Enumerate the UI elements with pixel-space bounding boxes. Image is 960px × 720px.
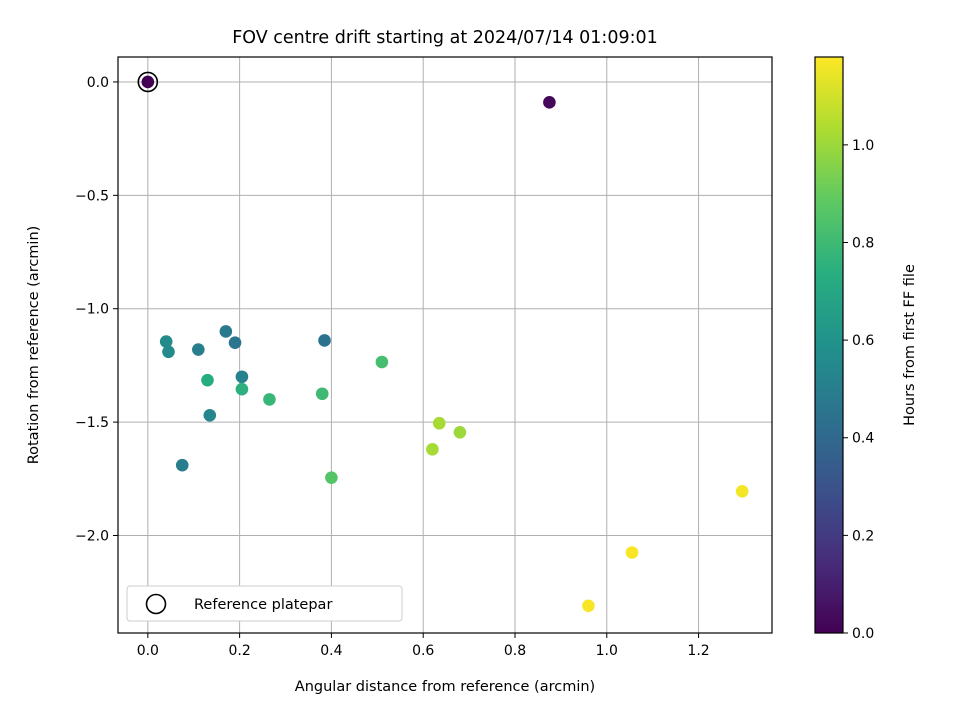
data-point bbox=[192, 343, 205, 356]
data-point bbox=[175, 458, 189, 472]
data-point bbox=[375, 355, 389, 369]
colorbar-tick-label: 0.2 bbox=[852, 528, 874, 544]
x-tick-label: 0.6 bbox=[412, 643, 434, 659]
colorbar-tick-label: 1.0 bbox=[852, 138, 874, 154]
y-axis-ticks: 0.0 −0.5 −1.0 −1.5 −2.0 bbox=[75, 75, 118, 544]
legend-label: Reference platepar bbox=[194, 597, 332, 613]
legend-reference-marker bbox=[145, 593, 167, 615]
colorbar-label: Hours from first FF file bbox=[902, 264, 918, 426]
y-axis-label: Rotation from reference (arcmin) bbox=[26, 226, 42, 465]
colorbar-tick-label: 0.6 bbox=[852, 333, 874, 349]
data-point bbox=[141, 75, 155, 89]
data-point bbox=[263, 393, 276, 406]
data-point bbox=[318, 334, 331, 347]
data-point bbox=[543, 96, 556, 109]
data-point bbox=[201, 373, 214, 387]
y-tick-label: 0.0 bbox=[87, 75, 109, 91]
colorbar-tick-label: 0.4 bbox=[852, 431, 874, 447]
legend: Reference platepar bbox=[126, 585, 403, 622]
data-point bbox=[162, 345, 175, 359]
data-point bbox=[228, 336, 242, 350]
x-tick-label: 0.8 bbox=[504, 643, 526, 659]
colorbar-tick-label: 0.0 bbox=[852, 626, 874, 642]
reference-marker bbox=[137, 71, 159, 93]
data-points bbox=[141, 75, 749, 613]
data-point bbox=[325, 471, 338, 484]
y-tick-label: −2.0 bbox=[75, 528, 109, 544]
x-axis-ticks: 0.0 0.2 0.4 0.6 0.8 1.0 1.2 bbox=[137, 633, 710, 659]
data-point bbox=[582, 599, 595, 613]
data-point bbox=[203, 408, 217, 422]
chart-title: FOV centre drift starting at 2024/07/14 … bbox=[232, 28, 658, 48]
x-gridlines bbox=[147, 57, 700, 633]
y-gridlines bbox=[118, 81, 772, 536]
x-axis-label: Angular distance from reference (arcmin) bbox=[295, 679, 595, 695]
y-tick-label: −1.0 bbox=[75, 302, 109, 318]
colorbar-tick-label: 0.8 bbox=[852, 235, 874, 251]
y-tick-label: −0.5 bbox=[75, 188, 109, 204]
legend-box bbox=[126, 585, 403, 622]
x-tick-label: 1.2 bbox=[687, 643, 709, 659]
x-tick-label: 0.2 bbox=[228, 643, 250, 659]
colorbar-ticks: 0.0 0.2 0.4 0.6 0.8 1.0 bbox=[843, 138, 874, 642]
data-point bbox=[453, 426, 467, 439]
data-point bbox=[159, 335, 173, 348]
data-point bbox=[235, 382, 249, 396]
data-point bbox=[625, 546, 639, 559]
data-point bbox=[235, 370, 249, 384]
x-tick-label: 0.0 bbox=[137, 643, 159, 659]
data-point bbox=[426, 443, 439, 456]
x-tick-label: 0.4 bbox=[320, 643, 342, 659]
y-tick-label: −1.5 bbox=[75, 415, 109, 431]
data-point bbox=[315, 387, 329, 401]
data-point bbox=[219, 325, 233, 338]
plot-frame bbox=[117, 56, 773, 634]
data-point bbox=[735, 484, 749, 498]
colorbar bbox=[814, 56, 844, 634]
x-tick-label: 1.0 bbox=[596, 643, 618, 659]
data-point bbox=[432, 416, 446, 430]
